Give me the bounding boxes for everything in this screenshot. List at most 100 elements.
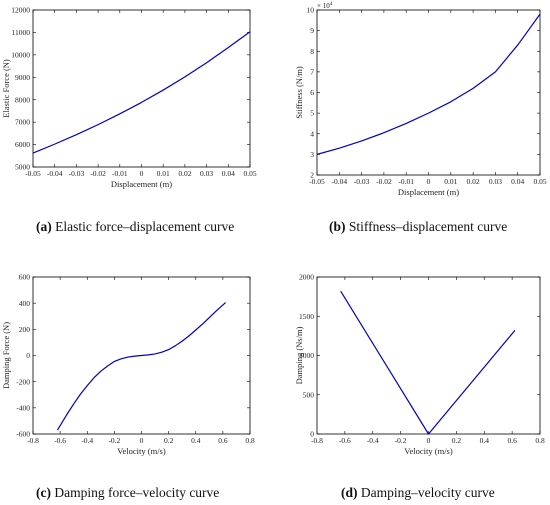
chart-d-xtick-label: -0.6 <box>339 436 351 445</box>
chart-a-x-axis-label: Displacement (m) <box>111 179 172 189</box>
chart-d-ytick-label: 1000 <box>299 351 314 360</box>
chart-a-ytick-label: 6000 <box>15 140 30 149</box>
chart-a-ytick-label: 5000 <box>15 163 30 172</box>
caption-a: (a) Elastic force–displacement curve <box>36 219 234 235</box>
caption-a-text: Elastic force–displacement curve <box>51 219 235 234</box>
caption-c: (c) Damping force–velocity curve <box>36 485 219 501</box>
chart-c-xtick-label: -0.8 <box>27 436 39 445</box>
chart-b-xtick-label: 0.03 <box>489 177 502 186</box>
chart-c-xtick-label: 0.4 <box>191 436 201 445</box>
chart-b-xtick-label: 0.04 <box>511 177 524 186</box>
chart-b-ytick-label: 4 <box>310 129 314 138</box>
chart-c-ytick-label: 0 <box>26 351 30 360</box>
chart-a: -0.05 -0.04 -0.03 -0.02 -0.01 0 0.01 0.02 0.03 0.… <box>1 6 257 189</box>
chart-d-ytick-label: 500 <box>303 390 315 399</box>
chart-b-ytick-label: 2 <box>310 171 314 180</box>
chart-a-xtick-label: 0.03 <box>200 169 213 178</box>
chart-d-xtick-label: -0.2 <box>395 436 407 445</box>
chart-a-ytick-label: 9000 <box>15 73 30 82</box>
chart-a-ytick-label: 7000 <box>15 118 30 127</box>
chart-d-ytick-label: 0 <box>310 430 314 439</box>
caption-c-label: (c) <box>36 485 51 500</box>
chart-d-series-line <box>340 290 516 435</box>
chart-d-y-axis-label: Damping (Ns/m) <box>294 326 304 384</box>
caption-b: (b) Stiffness–displacement curve <box>329 219 507 235</box>
chart-c-ytick-label: 200 <box>19 325 31 334</box>
chart-b-ytick-label: 3 <box>310 150 314 159</box>
chart-c-ytick-label: -400 <box>16 403 30 412</box>
caption-b-text: Stiffness–displacement curve <box>345 219 508 234</box>
chart-a-ytick-label: 8000 <box>15 95 30 104</box>
chart-c-ytick-label: -600 <box>16 430 30 439</box>
chart-b-xtick-label: -0.05 <box>309 177 325 186</box>
chart-d-xtick-label: 0 <box>427 436 431 445</box>
chart-a-series-line <box>32 31 251 154</box>
chart-b-ytick-label: 8 <box>310 47 314 56</box>
chart-c: -0.8 -0.6 -0.4 -0.2 0 0.2 0.4 0.6 0.8 -600 -400 -20… <box>1 273 255 456</box>
chart-a-xtick-label: 0.01 <box>157 169 170 178</box>
chart-d-xtick-label: 0.8 <box>535 436 545 445</box>
chart-c-xtick-label: -0.4 <box>81 436 93 445</box>
chart-b-xtick-label: -0.01 <box>398 177 414 186</box>
chart-a-ytick-label: 11000 <box>12 28 31 37</box>
chart-c-xtick-label: 0.6 <box>218 436 228 445</box>
chart-a-xtick-label: -0.04 <box>47 169 63 178</box>
chart-c-xtick-label: 0.8 <box>245 436 255 445</box>
chart-d-ytick-label: 2000 <box>299 273 314 282</box>
chart-a-xtick-label: 0 <box>140 169 144 178</box>
chart-b-y-exponent-power: 4 <box>330 1 333 7</box>
chart-b-ytick-label: 10 <box>307 6 315 15</box>
chart-a-xtick-label: -0.03 <box>69 169 85 178</box>
chart-b-xtick-label: -0.03 <box>354 177 370 186</box>
chart-d-xtick-label: -0.4 <box>367 436 379 445</box>
chart-b-xtick-label: -0.04 <box>331 177 347 186</box>
chart-c-xtick-label: 0 <box>140 436 144 445</box>
chart-b-xtick-label: -0.02 <box>376 177 392 186</box>
chart-c-ytick-label: -200 <box>16 377 30 386</box>
caption-d: (d) Damping–velocity curve <box>341 485 495 501</box>
chart-c-xtick-label: -0.6 <box>54 436 66 445</box>
chart-b-xtick-label: 0.01 <box>444 177 457 186</box>
chart-a-ytick-label: 10000 <box>11 50 30 59</box>
chart-c-ytick-label: 600 <box>19 273 31 282</box>
caption-b-label: (b) <box>329 219 346 234</box>
chart-c-xtick-label: -0.2 <box>108 436 120 445</box>
chart-b-xtick-label: 0.02 <box>467 177 480 186</box>
chart-b-series-line <box>316 13 541 155</box>
chart-c-xtick-label: 0.2 <box>164 436 174 445</box>
chart-c-ytick-label: 400 <box>19 299 31 308</box>
chart-d-x-axis-label: Velocity (m/s) <box>404 446 453 456</box>
chart-a-xtick-label: -0.02 <box>90 169 106 178</box>
chart-d-xtick-label: 0.6 <box>507 436 517 445</box>
chart-a-xtick-label: 0.02 <box>178 169 191 178</box>
chart-a-xtick-label: 0.05 <box>243 169 256 178</box>
chart-c-x-axis-label: Velocity (m/s) <box>117 446 166 456</box>
chart-d: -0.8 -0.6 -0.4 -0.2 0 0.2 0.4 0.6 0.8 0 500 1000 150… <box>294 273 545 456</box>
caption-d-text: Damping–velocity curve <box>357 485 495 500</box>
chart-b-ytick-label: 6 <box>310 88 314 97</box>
chart-d-ytick-label: 1500 <box>299 312 314 321</box>
chart-c-series-line <box>56 302 226 431</box>
caption-a-label: (a) <box>36 219 52 234</box>
chart-c-y-axis-label: Damping Force (N) <box>1 322 11 389</box>
chart-b-ytick-label: 9 <box>310 26 314 35</box>
chart-b-x-axis-label: Displacement (m) <box>398 187 459 197</box>
chart-d-xtick-label: 0.2 <box>452 436 462 445</box>
chart-a-y-axis-label: Elastic Force (N) <box>1 59 11 118</box>
chart-a-xtick-label: 0.04 <box>222 169 235 178</box>
chart-a-xtick-label: -0.05 <box>25 169 41 178</box>
chart-b-y-exponent: × 104 <box>317 1 333 10</box>
chart-b-xtick-label: 0 <box>427 177 431 186</box>
chart-a-ytick-label: 12000 <box>11 6 30 15</box>
chart-b-ytick-label: 7 <box>310 67 314 76</box>
chart-b-frame <box>316 9 541 176</box>
chart-a-frame <box>32 9 251 168</box>
chart-d-frame <box>316 276 541 435</box>
caption-d-label: (d) <box>341 485 358 500</box>
chart-a-xtick-label: -0.01 <box>112 169 128 178</box>
chart-d-xtick-label: 0.4 <box>480 436 490 445</box>
chart-b-ytick-label: 5 <box>310 109 314 118</box>
caption-c-text: Damping force–velocity curve <box>50 485 220 500</box>
chart-b-y-axis-label: Stiffness (N/m) <box>294 66 304 119</box>
